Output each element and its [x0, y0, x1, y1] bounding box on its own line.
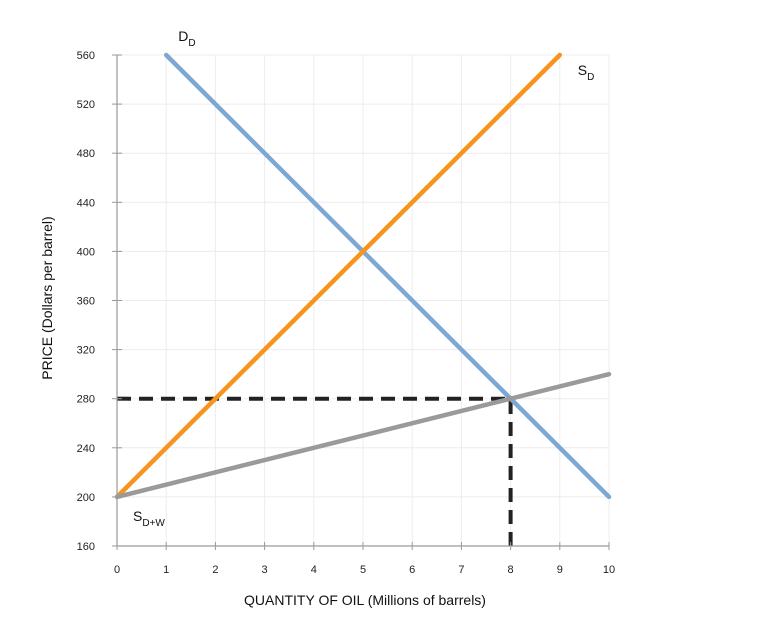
x-tick-label: 8	[508, 564, 514, 576]
grid	[116, 54, 610, 547]
y-tick-label: 320	[77, 345, 95, 357]
supply_domestic-label-main: S	[578, 62, 587, 78]
demand-line	[163, 52, 612, 500]
supply_domestic-label-sub: D	[587, 72, 594, 83]
y-axis-title: PRICE (Dollars per barrel)	[39, 216, 55, 379]
x-tick-label: 3	[262, 564, 268, 576]
demand-label-main: D	[178, 28, 188, 44]
y-tick-label: 280	[77, 394, 95, 406]
supply_world-label-sub: D+W	[142, 518, 165, 529]
demand-label-sub: D	[188, 38, 195, 49]
demand-label: DD	[178, 28, 195, 49]
x-tick-label: 0	[114, 564, 120, 576]
x-tick-label: 2	[212, 564, 218, 576]
supply_domestic-line	[114, 52, 563, 500]
supply_world-label-main: S	[133, 508, 142, 524]
supply_domestic-label: SD	[578, 62, 595, 83]
x-tick-label: 9	[557, 564, 563, 576]
x-tick-label: 1	[163, 564, 169, 576]
y-tick-label: 440	[77, 197, 95, 209]
y-tick-label: 480	[77, 148, 95, 160]
supply_world-line	[114, 371, 612, 500]
y-tick-label: 560	[77, 50, 95, 62]
reference-lines	[117, 396, 513, 546]
y-tick-label: 200	[77, 492, 95, 504]
y-tick-label: 240	[77, 443, 95, 455]
x-axis-title: QUANTITY OF OIL (Millions of barrels)	[244, 592, 486, 608]
axes: 0 1 2 3 4 5 6 7 8 9 10 160 200 240 280 320 360 400 440 480 5…	[77, 50, 615, 576]
y-tick-label: 160	[77, 541, 95, 553]
y-tick-label: 520	[77, 99, 95, 111]
y-tick-label: 360	[77, 296, 95, 308]
supply_world-label: SD+W	[133, 508, 165, 529]
y-tick-label: 400	[77, 246, 95, 258]
x-tick-label: 6	[409, 564, 415, 576]
x-tick-label: 5	[360, 564, 366, 576]
series-lines	[114, 52, 612, 500]
x-tick-label: 7	[458, 564, 464, 576]
x-tick-label: 10	[603, 564, 615, 576]
x-tick-label: 4	[311, 564, 317, 576]
